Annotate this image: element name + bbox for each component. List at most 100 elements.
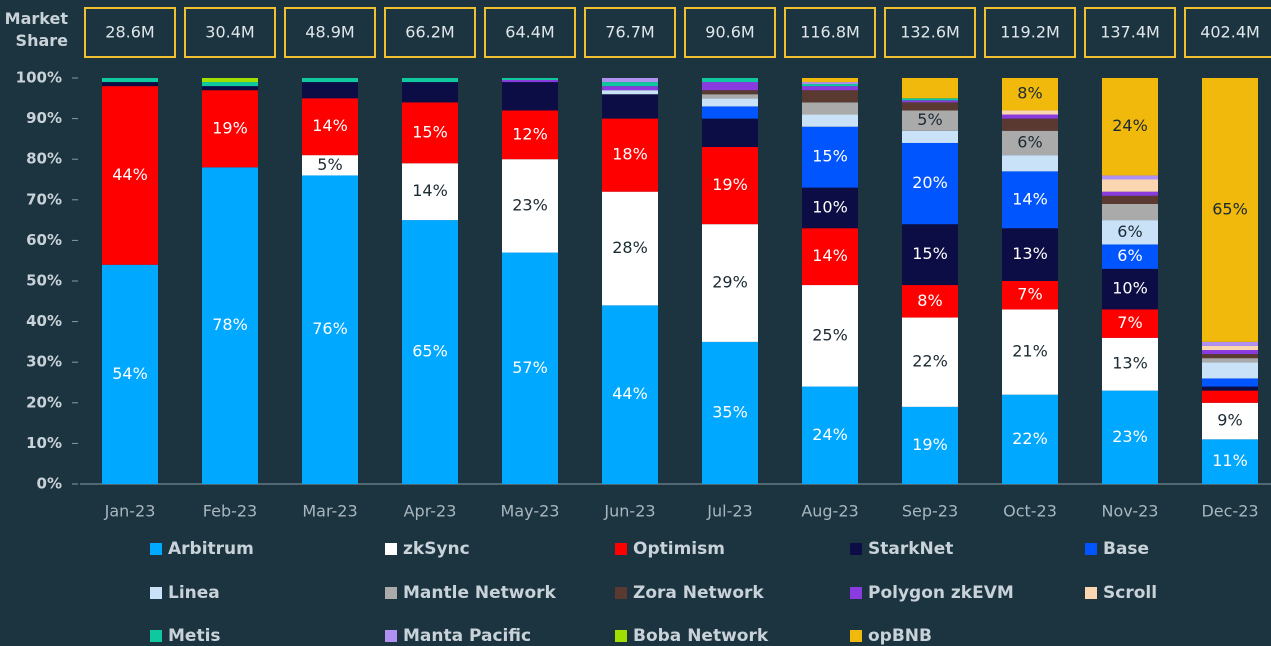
legend-swatch — [385, 630, 397, 642]
bar-segment — [1002, 130, 1058, 156]
total-label: 64.4M — [505, 23, 554, 42]
legend-swatch — [150, 630, 162, 642]
total-label: 132.6M — [900, 23, 960, 42]
bar-segment — [802, 285, 858, 387]
data-label: 5% — [917, 110, 942, 129]
legend-label: Boba Network — [633, 626, 769, 646]
bar-segment — [1102, 220, 1158, 245]
x-tick-label: Nov-23 — [1102, 502, 1159, 521]
y-tick-label: 20% — [26, 393, 62, 411]
legend-label: Metis — [168, 626, 221, 646]
bar-segment — [402, 220, 458, 484]
data-label: 44% — [612, 384, 648, 403]
x-tick-label: Apr-23 — [404, 502, 457, 521]
total-box — [384, 7, 476, 58]
legend-swatch — [150, 543, 162, 555]
bar-segment — [802, 90, 858, 103]
bar-segment — [1202, 345, 1258, 351]
data-label: 7% — [1117, 313, 1142, 332]
bar-segment — [1002, 309, 1058, 395]
data-label: 76% — [312, 319, 348, 338]
data-label: 65% — [1212, 199, 1248, 218]
bar-segment — [302, 155, 358, 176]
total-box — [1184, 7, 1271, 58]
x-tick-label: Jun-23 — [603, 502, 655, 521]
data-label: 6% — [1117, 222, 1142, 241]
legend-swatch — [1085, 543, 1097, 555]
bar-segment — [102, 264, 158, 484]
legend-swatch — [850, 587, 862, 599]
x-tick-label: Oct-23 — [1003, 502, 1057, 521]
bar-segment — [702, 98, 758, 107]
total-box — [1084, 7, 1176, 58]
bar-segment — [1202, 439, 1258, 484]
data-label: 22% — [912, 352, 948, 371]
bar-segment — [702, 106, 758, 119]
bar-segment — [1202, 354, 1258, 359]
y-axis-label: Market Share — [4, 9, 68, 50]
data-label: 10% — [1112, 279, 1148, 298]
y-tick-label: 40% — [26, 312, 62, 330]
x-tick-label: Feb-23 — [203, 502, 257, 521]
y-tick-label: 70% — [26, 190, 62, 208]
bar-segment — [202, 167, 258, 484]
bar-segment — [402, 102, 458, 164]
bar-segment — [502, 252, 558, 484]
data-label: 19% — [912, 435, 948, 454]
bar-segment — [702, 90, 758, 95]
data-label: 6% — [1017, 132, 1042, 151]
data-label: 28% — [612, 238, 648, 257]
bar-segment — [1002, 155, 1058, 172]
data-label: 78% — [212, 315, 248, 334]
data-label: 14% — [312, 116, 348, 135]
bar-segment — [602, 305, 658, 484]
bar-segment — [202, 78, 258, 83]
bar-segment — [702, 82, 758, 91]
total-box — [584, 7, 676, 58]
data-label: 65% — [412, 342, 448, 361]
bar-segment — [702, 147, 758, 225]
data-label: 15% — [812, 147, 848, 166]
bar-segment — [1102, 175, 1158, 180]
bar-segment — [202, 86, 258, 91]
y-tick-label: 50% — [26, 272, 62, 290]
total-label: 28.6M — [105, 23, 154, 42]
bar-segment — [1202, 402, 1258, 440]
bar-segment — [1102, 337, 1158, 391]
legend-label: StarkNet — [868, 539, 953, 559]
bar-segment — [1202, 341, 1258, 346]
data-label: 8% — [917, 291, 942, 310]
x-tick-label: Mar-23 — [302, 502, 357, 521]
total-label: 30.4M — [205, 23, 254, 42]
data-label: 7% — [1017, 285, 1042, 304]
legend-label: Base — [1103, 539, 1149, 559]
y-tick-label: 0% — [37, 475, 62, 493]
bar-segment — [802, 114, 858, 127]
data-label: 54% — [112, 364, 148, 383]
bar-segment — [902, 78, 958, 99]
data-label: 25% — [812, 325, 848, 344]
bar-segment — [502, 110, 558, 160]
total-box — [484, 7, 576, 58]
bar-segment — [1002, 171, 1058, 229]
x-tick-label: Sep-23 — [902, 502, 958, 521]
legend-label: Optimism — [633, 539, 725, 559]
bar-segment — [1002, 394, 1058, 484]
data-label: 8% — [1017, 84, 1042, 103]
data-label: 13% — [1012, 244, 1048, 263]
bar-segment — [802, 78, 858, 83]
legend-swatch — [385, 587, 397, 599]
bar-segment — [602, 94, 658, 119]
data-label: 35% — [712, 402, 748, 421]
y-tick-label: 10% — [26, 434, 62, 452]
bar-segment — [1202, 386, 1258, 391]
bar-segment — [902, 406, 958, 484]
total-label: 90.6M — [705, 23, 754, 42]
bar-segment — [1102, 203, 1158, 221]
bar-segment — [1002, 118, 1058, 131]
legend-label: Mantle Network — [403, 583, 557, 603]
total-label: 66.2M — [405, 23, 454, 42]
bar-segment — [902, 102, 958, 111]
total-label: 76.7M — [605, 23, 654, 42]
legend-swatch — [1085, 587, 1097, 599]
